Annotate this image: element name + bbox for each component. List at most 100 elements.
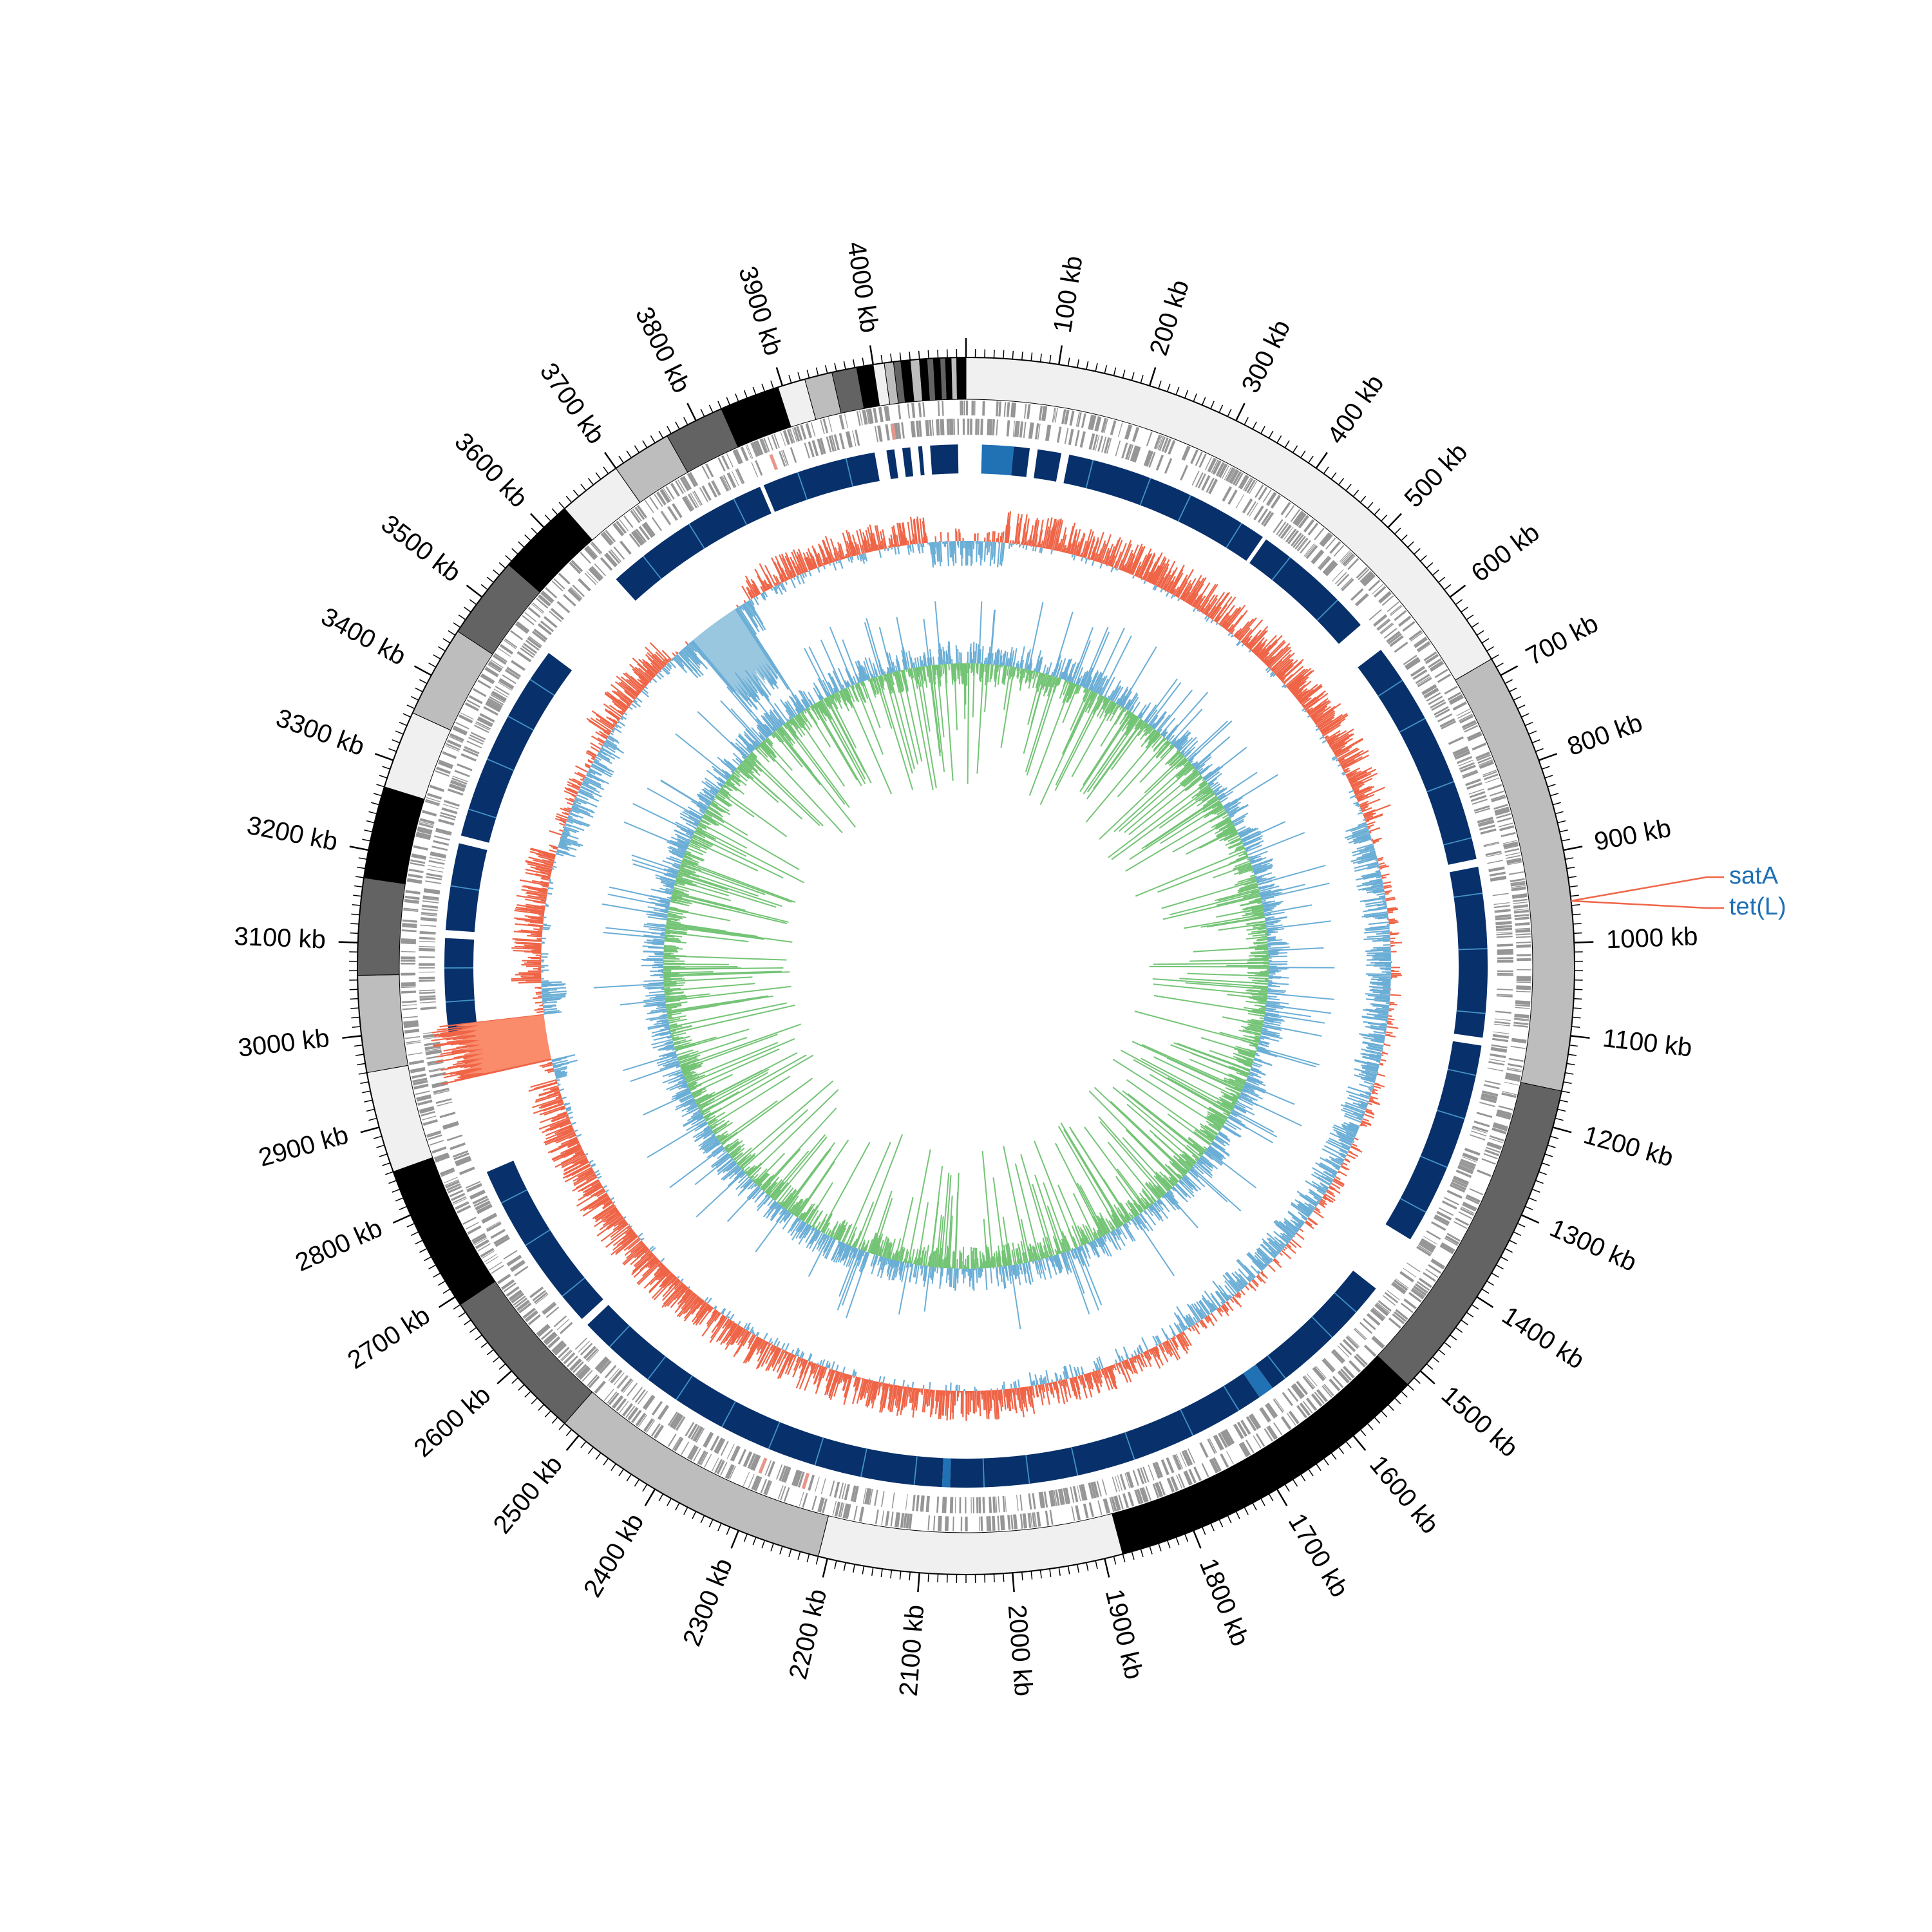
gc-skew-bar [553,866,557,869]
cds-feature [1364,1345,1376,1357]
minor-tick [1039,1569,1042,1578]
cds-feature [1417,1245,1432,1255]
gc-skew-bar [868,1378,871,1380]
cds-feature [1459,1160,1475,1170]
gc-skew-bar [1368,906,1387,911]
cds-feature [1472,743,1486,751]
minor-tick [1323,1458,1329,1466]
gc-skew-bar [1110,555,1115,567]
minor-tick [1049,354,1052,364]
cds-feature [1406,1262,1421,1273]
gc-skew-bar [1177,598,1180,601]
gc-skew-bar [1251,649,1253,652]
gc-skew-bar [1298,1221,1304,1226]
cds-feature [475,1200,491,1209]
gc-skew-bar [563,1148,583,1159]
gc-skew-bar [714,1305,717,1309]
gc-skew-bar [1370,1027,1387,1032]
cds-feature [1462,771,1479,779]
gc-skew-bar [1164,1341,1173,1356]
gc-skew-bar [1191,1325,1195,1331]
gc-skew-bar [1332,1164,1340,1170]
cds-feature [1416,1281,1430,1291]
minor-tick [1559,1099,1568,1103]
gc-skew-bar [522,908,545,913]
gc-skew-bar [1366,1108,1372,1112]
gc-skew-bar [1017,1387,1021,1408]
minor-tick [1113,367,1117,376]
gc-skew-bar [1323,1186,1329,1190]
cds-feature [1428,696,1443,705]
gc-skew-bar [1385,1034,1396,1038]
cds-feature [402,1004,417,1007]
gc-skew-bar [1269,671,1274,676]
gc-skew-bar [560,838,583,847]
cds-feature [791,1469,799,1486]
gc-skew-bar [1025,541,1028,545]
gc-skew-bar [1176,1306,1191,1328]
gc-skew-bar [660,1273,674,1287]
gc-skew-bar [1084,558,1088,564]
gc-skew-bar [1010,1388,1014,1409]
gc-skew-bar [613,1218,625,1227]
gc-skew-bar [1207,1300,1216,1311]
gc-skew-bar [1350,781,1362,788]
cds-feature [475,723,490,731]
cds-feature [578,1340,591,1353]
gc-skew-bar [561,1153,585,1167]
gc-skew-bar [712,1309,716,1314]
minor-tick [626,450,632,459]
gc-skew-bar [1340,753,1360,765]
gc-skew-bar [1334,737,1363,755]
cds-feature [453,1198,468,1205]
gc-skew-bar [1200,607,1205,612]
gc-skew-bar [551,1114,569,1122]
major-tick [497,1370,513,1385]
gc-skew-bar [1117,1363,1119,1366]
cds-marker [758,1457,768,1474]
cds-feature [1362,573,1375,585]
cds-feature [1429,660,1443,670]
cds-feature [1484,1150,1499,1157]
gc-skew-bar [826,1364,829,1368]
gc-skew-bar [1067,542,1072,554]
gc-skew-bar [1349,773,1372,784]
minor-tick [1567,876,1577,878]
gc-skew-bar [560,1151,585,1164]
gc-skew-bar [677,1289,691,1305]
gc-skew-bar [952,1390,955,1419]
gc-skew-bar [1303,710,1307,713]
minor-tick [518,541,525,548]
tick-label: 3000 kb [236,1024,330,1063]
cds-feature [460,753,477,762]
gc-skew-bar [1350,780,1358,785]
gc-skew-bar [529,848,556,857]
gc-skew-bar [1241,643,1244,647]
cds-feature [745,445,752,459]
cds-feature [1356,567,1368,579]
gc-skew-bar [541,989,550,991]
minor-tick [1517,705,1526,709]
cds-feature [1285,528,1297,543]
cds-feature [594,563,606,576]
gc-skew-bar [1341,1123,1358,1132]
cds-feature [729,1466,736,1480]
gc-skew-bar [1248,641,1255,650]
cds-feature [1486,1142,1502,1150]
cds-feature [1455,752,1471,760]
cds-feature [1514,1015,1530,1019]
gc-skew-bar [860,1379,867,1400]
gc-skew-bar [1212,1280,1229,1302]
gc-skew-bar [893,1385,896,1397]
minor-tick [1331,1452,1337,1460]
gc-skew-bar [1359,1105,1367,1110]
gc-skew-bar [1124,568,1127,573]
cds-feature [637,1390,649,1405]
cds-feature [529,1286,544,1298]
cds-feature [419,976,435,980]
cds-feature [1387,633,1402,645]
cds-feature [1206,477,1215,493]
cds-feature [925,420,928,437]
gc-skew-bar [627,1226,630,1229]
cds-feature [428,865,444,869]
